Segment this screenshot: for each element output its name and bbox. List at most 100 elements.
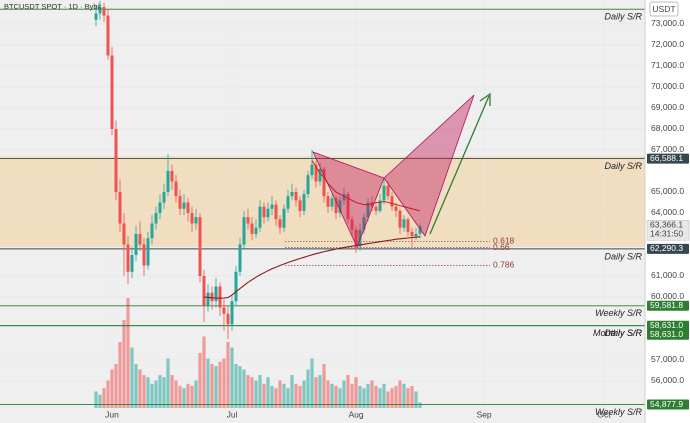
volume-bar (414, 391, 418, 408)
price-tag (647, 153, 689, 164)
volume-bar (154, 380, 158, 408)
harmonic-pattern (312, 92, 491, 249)
y-tick-label: 61,000.0 (651, 270, 684, 280)
volume-bar (126, 298, 130, 408)
x-tick-label: Jul (227, 409, 238, 419)
candle-body (318, 168, 322, 182)
candle-body (258, 206, 262, 228)
volume-bar (178, 386, 182, 408)
candle-body (386, 185, 390, 197)
volume-bar (190, 386, 194, 408)
volume-bar (250, 377, 254, 408)
volume-bar (110, 369, 114, 408)
currency-box (649, 1, 679, 17)
volume-bar (282, 383, 286, 408)
volume-bar (286, 388, 290, 408)
price-tag-label: 62,290.3 (650, 243, 683, 253)
candle-body (354, 229, 358, 247)
y-tick-label: 67,000.0 (651, 144, 684, 154)
volume-bar (186, 383, 190, 408)
sr-label: Monthly S/R (593, 328, 643, 338)
volume-bar (194, 380, 198, 408)
candle-body (154, 212, 158, 224)
price-tag (647, 300, 689, 311)
candle-body (210, 292, 214, 302)
candle-body (178, 196, 182, 209)
candle-body (254, 227, 258, 234)
sr-label: Daily S/R (604, 251, 642, 261)
x-tick-label: Sep (476, 409, 491, 419)
candle-body (346, 194, 350, 220)
y-tick-label: 56,000.0 (651, 375, 684, 385)
candle-body (350, 219, 354, 230)
candle-body (98, 7, 102, 14)
volume-bar (162, 377, 166, 408)
candle-body (190, 212, 194, 224)
candle-body (138, 233, 142, 245)
fib-label: 0.618 (493, 236, 515, 246)
candle-body (250, 223, 254, 234)
candle-body (382, 185, 386, 201)
volume-bar (386, 391, 390, 408)
volume-bar (266, 377, 270, 408)
candle-body (378, 200, 382, 211)
candle-body (362, 217, 366, 230)
x-tick-label: Jun (105, 409, 119, 419)
candle-body (226, 313, 230, 325)
candle-body (106, 15, 110, 56)
y-tick-label: 70,000.0 (651, 81, 684, 91)
candle-body (290, 191, 294, 197)
volume-bar (330, 383, 334, 408)
candle-body (242, 217, 246, 245)
volume-bar (258, 375, 262, 408)
candle-body (298, 200, 302, 211)
candle-body (198, 217, 202, 276)
y-tick-label: 60,000.0 (651, 291, 684, 301)
moving-average (203, 236, 421, 299)
candle-body (314, 164, 318, 182)
candle-body (310, 164, 314, 176)
volume-bar (158, 375, 162, 408)
sr-label: Weekly S/R (595, 308, 642, 318)
volume-bar (174, 380, 178, 408)
volume-bar (150, 383, 154, 408)
candle-body (358, 229, 362, 247)
candle-body (166, 170, 170, 192)
currency: USDT (652, 4, 675, 14)
x-tick-label: Aug (348, 409, 363, 419)
volume-bar (262, 383, 266, 408)
candle-body (102, 7, 106, 16)
volume-bar (378, 388, 382, 408)
candle-body (326, 196, 330, 207)
volume-bar (350, 383, 354, 408)
candle-body (246, 217, 250, 224)
volume-bar (318, 375, 322, 408)
candle-body (194, 217, 198, 224)
candle-body (342, 194, 346, 201)
volume-bar (214, 366, 218, 408)
volume-bar (222, 358, 226, 408)
sr-label: Daily S/R (604, 161, 642, 171)
candle-body (330, 198, 334, 207)
volume-bar (338, 388, 342, 408)
price-axis (645, 0, 690, 423)
candle-body (150, 223, 154, 239)
volume-bar (238, 366, 242, 408)
volume-bar (98, 394, 102, 408)
price-tag-label: 66,588.1 (650, 153, 683, 163)
candle-body (170, 170, 174, 182)
candle-body (206, 292, 210, 306)
candle-body (302, 194, 306, 211)
volume-bar (274, 388, 278, 408)
price-tag-label: 59,581.8 (650, 300, 683, 310)
volume-bar (182, 388, 186, 408)
candle-body (134, 233, 138, 255)
candle-body (130, 254, 134, 272)
volume-bar (146, 377, 150, 408)
volume-bar (394, 386, 398, 408)
moving-average (311, 160, 421, 212)
volume-bar (254, 380, 258, 408)
price-tag (647, 320, 689, 331)
volume-bar (130, 347, 134, 408)
